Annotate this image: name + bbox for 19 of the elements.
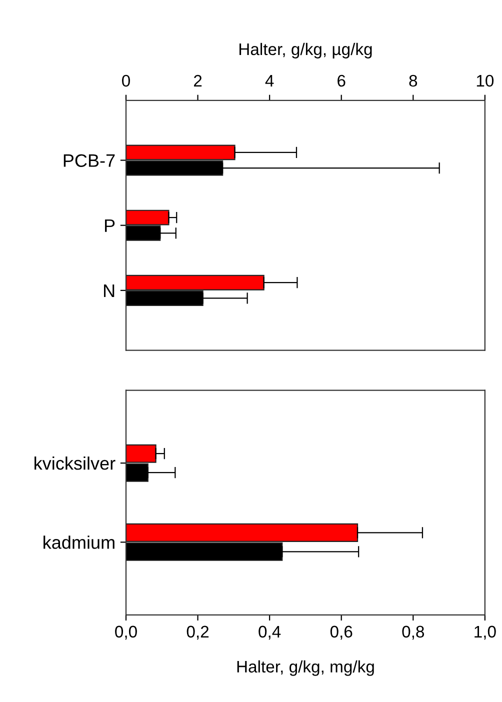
x-tick-label: 10 (476, 74, 494, 87)
x-tick-label: 0 (122, 74, 130, 87)
y-tick-label: PCB-7 (64, 154, 115, 167)
x-tick-label: 0,8 (402, 626, 424, 640)
x-tick-label: 2 (194, 74, 202, 87)
x-tick-label: 8 (409, 74, 418, 87)
x-tick-label: 0,4 (258, 626, 281, 640)
x-tick-label: 0,6 (330, 626, 352, 640)
x-tick-label: 6 (338, 74, 346, 87)
y-tick-label: P (105, 219, 115, 232)
x-tick-label: 0,0 (115, 626, 137, 640)
x-tick-label: 0,2 (186, 626, 209, 640)
y-tick-label: kvicksilver (34, 456, 116, 470)
x-tick-label: 1,0 (474, 626, 496, 640)
y-tick-label: kadmium (44, 536, 114, 549)
x-axis-title: Halter, g/kg, µg/kg (240, 42, 372, 58)
y-tick-label: N (104, 284, 114, 297)
x-axis-title: Halter, g/kg, mg/kg (237, 660, 374, 676)
x-tick-label: 4 (265, 75, 274, 87)
